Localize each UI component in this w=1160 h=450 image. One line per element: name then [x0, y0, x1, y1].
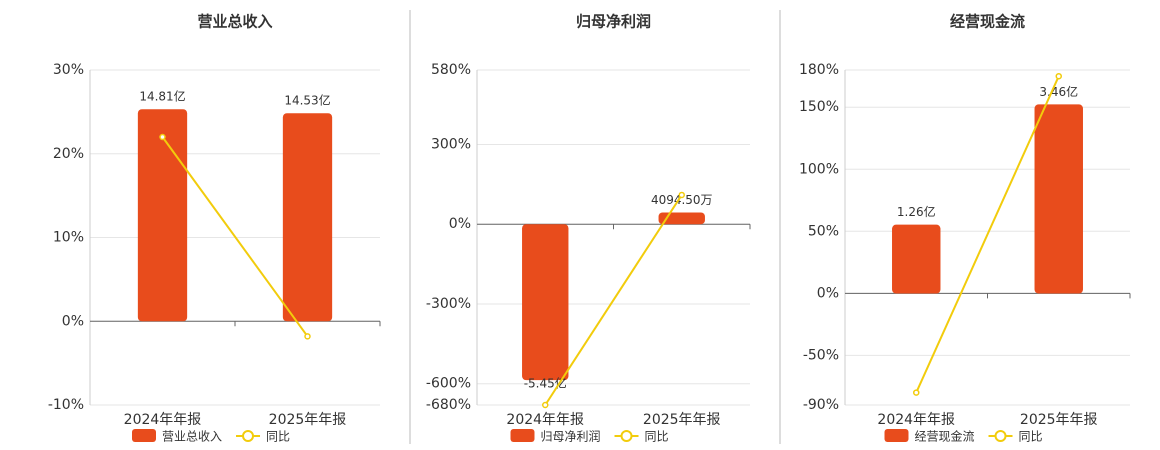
y-tick-label: -600%	[426, 376, 471, 392]
y-tick-label: 50%	[808, 223, 839, 239]
y-tick-label: 300%	[431, 136, 471, 152]
legend-swatch	[994, 430, 1007, 442]
legend-label: 同比	[1019, 430, 1043, 444]
y-tick-label: 0%	[449, 216, 471, 232]
legend-label: 营业总收入	[162, 430, 222, 444]
line-point	[913, 389, 920, 396]
y-tick-label: 150%	[799, 99, 839, 115]
y-tick-label: -50%	[803, 347, 839, 363]
legend-swatch	[620, 430, 633, 442]
legend-label: 同比	[645, 430, 669, 444]
x-tick-label: 2024年年报	[506, 412, 584, 428]
y-tick-label: 20%	[53, 146, 84, 162]
legend-swatch	[132, 429, 156, 442]
chart-title: 营业总收入	[197, 13, 272, 31]
bar	[1034, 104, 1083, 294]
line-point	[542, 401, 549, 409]
x-tick-label: 2024年年报	[124, 412, 202, 428]
y-tick-label: 10%	[53, 230, 84, 246]
legend-swatch	[884, 429, 909, 442]
y-tick-label: 0%	[62, 313, 84, 329]
line-point	[159, 133, 166, 141]
chart-title: 经营现金流	[950, 13, 1025, 31]
y-tick-label: -680%	[426, 397, 471, 413]
y-tick-label: -300%	[426, 296, 471, 312]
data-label: 14.81亿	[139, 89, 185, 104]
data-label: 14.53亿	[284, 93, 330, 108]
data-label: 4094.50万	[651, 193, 713, 207]
line	[544, 194, 683, 406]
y-tick-label: 0%	[817, 285, 839, 301]
y-tick-label: 580%	[431, 62, 471, 78]
y-tick-label: -90%	[803, 397, 839, 413]
line-point	[678, 191, 685, 199]
y-tick-label: 180%	[799, 62, 839, 78]
line-point	[1055, 72, 1062, 80]
line-point	[304, 333, 311, 340]
x-tick-label: 2025年年报	[643, 412, 721, 428]
bar	[137, 109, 188, 322]
bar	[282, 113, 333, 322]
y-tick-label: 100%	[799, 161, 839, 177]
y-tick-label: -10%	[48, 397, 84, 413]
legend-swatch	[242, 430, 255, 442]
data-label: 1.26亿	[897, 204, 936, 219]
bar	[522, 224, 569, 381]
x-tick-label: 2025年年报	[1020, 412, 1098, 428]
legend-label: 归母净利润	[541, 430, 601, 444]
bar	[892, 224, 941, 294]
y-tick-label: 30%	[53, 62, 84, 78]
x-tick-label: 2025年年报	[269, 412, 347, 428]
legend-label: 经营现金流	[915, 429, 975, 444]
legend-swatch	[510, 429, 535, 442]
line	[915, 75, 1060, 394]
legend-label: 同比	[266, 430, 290, 444]
line	[161, 136, 309, 337]
chart-title: 归母净利润	[576, 13, 651, 31]
data-label: 3.46亿	[1039, 84, 1078, 99]
x-tick-label: 2024年年报	[877, 412, 955, 428]
bar	[658, 212, 705, 225]
